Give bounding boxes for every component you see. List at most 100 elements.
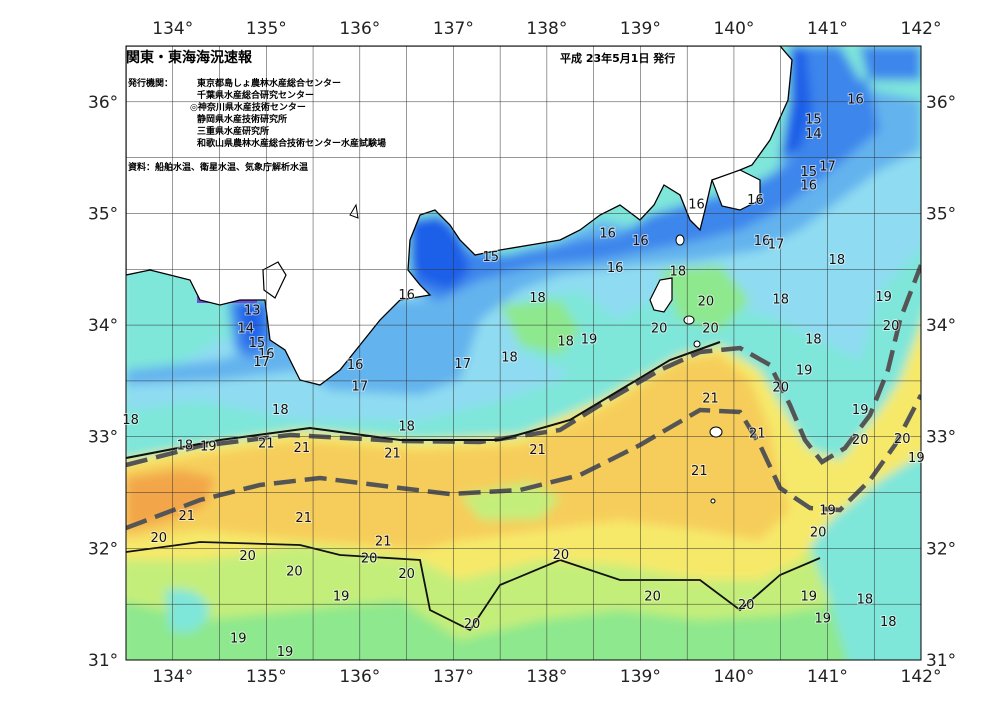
isotherm-label: 17 <box>819 159 836 174</box>
isotherm-label: 18 <box>122 413 139 428</box>
isotherm-label: 16 <box>258 347 275 362</box>
isotherm-label: 21 <box>375 535 392 550</box>
isotherm-label: 18 <box>398 420 415 435</box>
isotherm-label: 21 <box>384 446 401 461</box>
longitude-label: 140° <box>713 19 754 39</box>
publisher-item: 千葉県水産総合研究センター <box>197 91 315 101</box>
longitude-label: 142° <box>901 19 942 39</box>
longitude-label: 139° <box>620 19 661 39</box>
longitude-label: 136° <box>339 19 380 39</box>
issue-date: 平成 23年5月1日 発行 <box>560 52 676 65</box>
isotherm-label: 20 <box>651 321 668 336</box>
isotherm-label: 15 <box>805 113 822 128</box>
publisher-label: 発行機関： <box>128 79 174 89</box>
longitude-label: 137° <box>433 667 474 687</box>
isotherm-label: 20 <box>738 598 755 613</box>
isotherm-label: 14 <box>805 127 822 142</box>
isotherm-label: 21 <box>258 436 275 451</box>
isotherm-label: 19 <box>277 645 294 660</box>
isotherm-label: 21 <box>702 392 719 407</box>
latitude-label: 31° <box>926 651 956 671</box>
isotherm-label: 20 <box>772 380 789 395</box>
isotherm-label: 18 <box>805 332 822 347</box>
latitude-label: 31° <box>88 651 118 671</box>
latitude-label: 34° <box>88 316 118 336</box>
latitude-label: 35° <box>926 204 956 224</box>
land <box>126 46 793 504</box>
isotherm-label: 16 <box>632 234 649 249</box>
longitude-label: 135° <box>246 19 287 39</box>
latitude-label: 32° <box>926 539 956 559</box>
longitude-label: 134° <box>152 19 193 39</box>
isotherm-label: 18 <box>501 350 518 365</box>
isotherm-label: 16 <box>607 261 624 276</box>
isotherm-label: 20 <box>883 319 900 334</box>
isotherm-label: 15 <box>482 250 499 265</box>
isotherm-label: 19 <box>852 403 869 418</box>
isotherm-label: 16 <box>747 193 764 208</box>
isotherm-label: 19 <box>200 440 217 455</box>
isotherm-label: 20 <box>464 617 481 632</box>
isotherm-label: 20 <box>286 565 303 580</box>
longitude-label: 136° <box>339 667 380 687</box>
isotherm-label: 19 <box>230 632 247 647</box>
isotherm-label: 21 <box>691 464 708 479</box>
longitude-label: 138° <box>526 19 567 39</box>
isotherm-label: 20 <box>361 551 378 566</box>
axis-tick-labels: 134° 134° 135° 135° 136° 136° 137° 137° 138° 138°… <box>88 19 956 687</box>
publisher-item: 静岡県水産技術研究所 <box>197 115 288 125</box>
isotherm-label: 16 <box>688 197 705 212</box>
isotherm-label: 17 <box>454 357 471 372</box>
isotherm-label: 16 <box>398 288 415 303</box>
map-title: 関東・東海海況速報 <box>126 50 252 66</box>
latitude-label: 35° <box>88 204 118 224</box>
isotherm-label: 20 <box>150 531 167 546</box>
isotherm-label: 19 <box>581 332 598 347</box>
isotherm-label: 19 <box>875 290 892 305</box>
longitude-label: 141° <box>807 667 848 687</box>
isotherm-label: 20 <box>810 526 827 541</box>
isotherm-label: 18 <box>880 615 897 630</box>
isotherm-label: 20 <box>398 567 415 582</box>
isotherm-label: 15 <box>800 165 817 180</box>
isotherm-label: 13 <box>244 303 261 318</box>
isotherm-label: 17 <box>768 238 785 253</box>
isotherm-label: 18 <box>829 253 846 268</box>
isotherm-label: 16 <box>347 358 364 373</box>
isotherm-label: 20 <box>852 433 869 448</box>
isotherm-label: 21 <box>294 441 311 456</box>
publisher-info: 発行機関： 東京都島しょ農林水産総合センター 千葉県水産総合研究センター ◎神奈川… <box>128 78 386 150</box>
isotherm-label: 18 <box>272 403 289 418</box>
isotherm-label: 20 <box>698 295 715 310</box>
isotherm-label: 20 <box>702 321 719 336</box>
longitude-label: 142° <box>901 667 942 687</box>
isotherm-label: 15 <box>249 336 266 351</box>
isotherm-label: 16 <box>800 178 817 193</box>
longitude-label: 134° <box>152 667 193 687</box>
isotherm-label: 20 <box>553 548 570 563</box>
isotherm-label: 16 <box>847 92 864 107</box>
isotherm-label: 18 <box>177 439 194 454</box>
longitude-label: 139° <box>620 667 661 687</box>
publisher-item: 和歌山県農林水産総合技術センター水産試験場 <box>197 139 387 149</box>
isotherm-label: 21 <box>179 509 196 524</box>
longitude-label: 140° <box>713 667 754 687</box>
isotherm-label: 19 <box>815 612 832 627</box>
isotherm-label: 21 <box>529 443 546 458</box>
longitude-label: 137° <box>433 19 474 39</box>
isotherm-label: 18 <box>772 292 789 307</box>
isotherm-label: 21 <box>295 511 312 526</box>
isotherm-label: 18 <box>557 335 574 350</box>
latitude-label: 32° <box>88 539 118 559</box>
longitude-label: 135° <box>246 667 287 687</box>
isotherm-label: 19 <box>796 364 813 379</box>
longitude-label: 141° <box>807 19 848 39</box>
latitude-label: 33° <box>926 428 956 448</box>
isotherm-label: 19 <box>333 589 350 604</box>
isotherm-label: 19 <box>908 451 925 466</box>
isotherm-label: 17 <box>253 355 270 370</box>
latitude-label: 33° <box>88 428 118 448</box>
isotherm-label: 20 <box>239 549 256 564</box>
